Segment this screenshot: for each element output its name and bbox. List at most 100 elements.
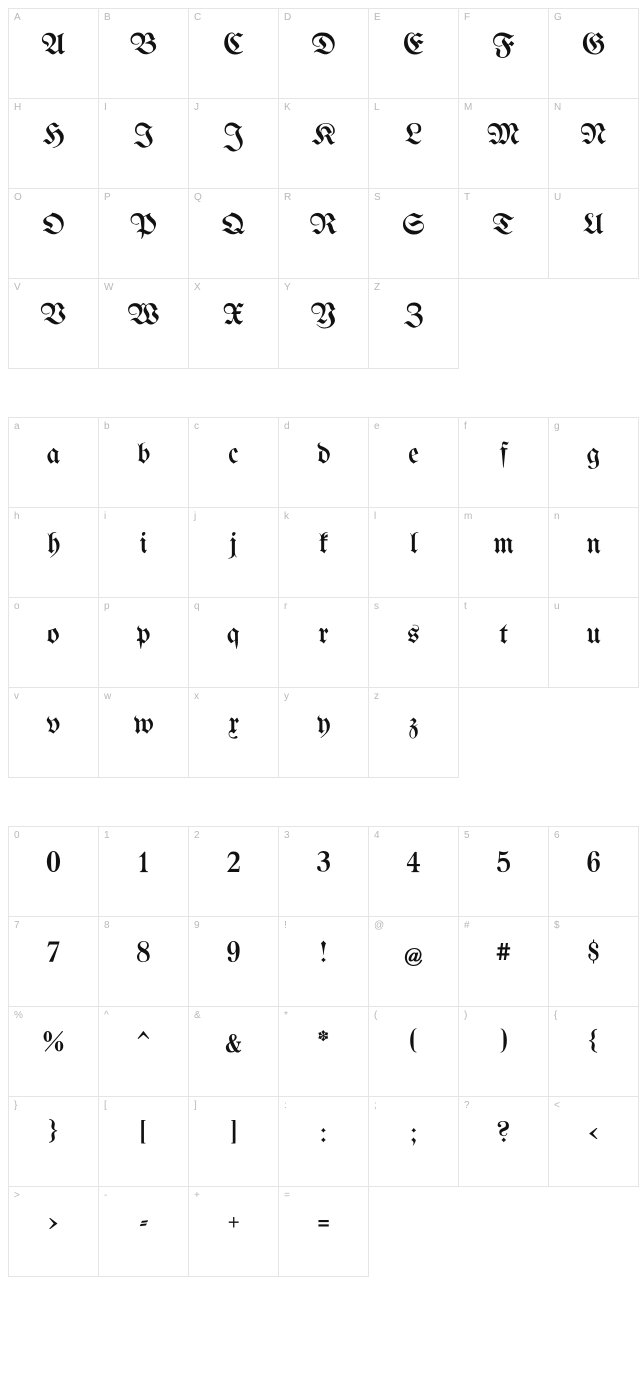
glyph-display: q [189,620,278,650]
glyph-cell: mm [459,508,549,598]
glyph-key-label: Q [194,192,202,203]
glyph-display: 1 [99,849,188,879]
glyph-key-label: ? [464,1100,470,1111]
glyph-key-label: 0 [14,830,20,841]
glyph-display: Y [279,301,368,331]
glyph-key-label: X [194,282,201,293]
glyph-cell: ee [369,418,459,508]
glyph-key-label: e [374,421,380,432]
glyph-key-label: Y [284,282,291,293]
glyph-key-label: k [284,511,289,522]
glyph-display: a [9,440,98,470]
glyph-cell: %% [9,1007,99,1097]
glyph-display: u [549,620,638,650]
glyph-cell: ll [369,508,459,598]
glyph-cell: ** [279,1007,369,1097]
glyph-cell: )) [459,1007,549,1097]
glyph-display: V [9,301,98,331]
glyph-display: K [279,121,368,151]
glyph-key-label: 9 [194,920,200,931]
glyph-cell: ## [459,917,549,1007]
glyph-key-label: M [464,102,472,113]
glyph-cell: xx [189,688,279,778]
glyph-key-label: W [104,282,113,293]
glyph-key-label: 4 [374,830,380,841]
glyph-key-label: # [464,920,470,931]
glyph-display: r [279,620,368,650]
glyph-cell: 44 [369,827,459,917]
glyph-key-label: B [104,12,111,23]
glyph-cell: pp [99,598,189,688]
glyph-key-label: 2 [194,830,200,841]
glyph-key-label: m [464,511,472,522]
glyph-display: m [459,530,548,560]
glyph-display: k [279,530,368,560]
glyph-cell: ?? [459,1097,549,1187]
glyph-display: * [279,1029,368,1059]
glyph-key-label: r [284,601,287,612]
glyph-cell: aa [9,418,99,508]
glyph-display: ( [369,1029,458,1059]
glyph-cell: SS [369,189,459,279]
glyph-cell: hh [9,508,99,598]
glyph-cell: && [189,1007,279,1097]
glyph-display: 6 [549,849,638,879]
glyph-display: D [279,31,368,61]
glyph-key-label: & [194,1010,201,1021]
glyph-cell: dd [279,418,369,508]
glyph-display: P [99,211,188,241]
glyph-key-label: $ [554,920,560,931]
glyph-display: n [549,530,638,560]
glyph-display: < [549,1119,638,1149]
glyph-key-label: w [104,691,111,702]
glyph-key-label: g [554,421,560,432]
glyph-cell: ZZ [369,279,459,369]
glyph-key-label: J [194,102,199,113]
charmap-section-numbers-symbols: 00112233445566778899!!@@##$$%%^^&&**(())… [8,826,632,1277]
glyph-key-label: ! [284,920,287,931]
glyph-display: % [9,1029,98,1059]
glyph-display: ? [459,1119,548,1149]
glyph-cell: PP [99,189,189,279]
glyph-display: # [459,939,548,969]
glyph-key-label: ] [194,1100,197,1111]
glyph-display: [ [99,1119,188,1149]
glyph-key-label: n [554,511,560,522]
glyph-cell: 66 [549,827,639,917]
glyph-cell: MM [459,99,549,189]
glyph-key-label: l [374,511,376,522]
glyph-cell: II [99,99,189,189]
glyph-key-label: } [14,1100,17,1111]
glyph-key-label: % [14,1010,23,1021]
glyph-display: o [9,620,98,650]
charmap-section-lowercase: aabbccddeeffgghhiijjkkllmmnnooppqqrrsstt… [8,417,632,778]
charmap-grid: 00112233445566778899!!@@##$$%%^^&&**(())… [8,826,639,1277]
glyph-display: j [189,530,278,560]
glyph-display: C [189,31,278,61]
glyph-cell: @@ [369,917,459,1007]
glyph-display: $ [549,939,638,969]
glyph-key-label: 6 [554,830,560,841]
glyph-key-label: z [374,691,379,702]
glyph-cell: [[ [99,1097,189,1187]
glyph-key-label: u [554,601,560,612]
charmap-root: AABBCCDDEEFFGGHHIIJJKKLLMMNNOOPPQQRRSSTT… [8,8,632,1277]
glyph-key-label: 5 [464,830,470,841]
glyph-key-label: a [14,421,20,432]
glyph-cell: 00 [9,827,99,917]
glyph-key-label: > [14,1190,20,1201]
glyph-display: - [99,1209,188,1239]
glyph-display: M [459,121,548,151]
glyph-display: g [549,440,638,470]
glyph-display: ! [279,939,368,969]
glyph-cell: TT [459,189,549,279]
glyph-display: 7 [9,939,98,969]
glyph-display: A [9,31,98,61]
glyph-cell: HH [9,99,99,189]
glyph-key-label: O [14,192,22,203]
glyph-key-label: < [554,1100,560,1111]
glyph-cell: jj [189,508,279,598]
glyph-cell: YY [279,279,369,369]
glyph-display: O [9,211,98,241]
glyph-key-label: 3 [284,830,290,841]
